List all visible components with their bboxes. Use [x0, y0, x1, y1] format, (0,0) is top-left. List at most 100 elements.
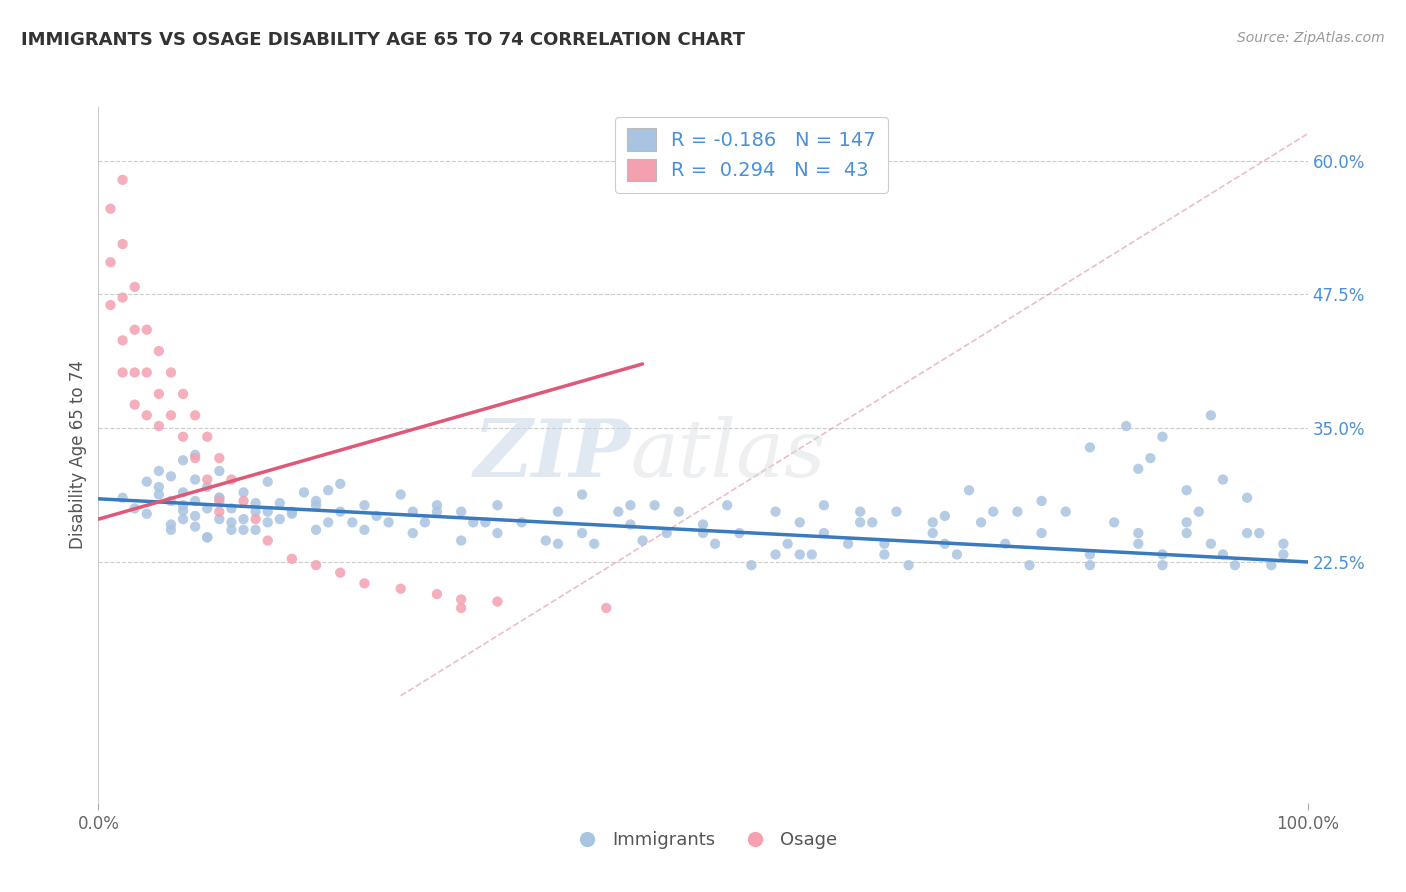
Point	[172, 485, 194, 500]
Point	[1139, 451, 1161, 466]
Point	[1188, 505, 1211, 519]
Point	[607, 505, 630, 519]
Point	[195, 501, 218, 516]
Point	[111, 491, 134, 505]
Point	[172, 498, 194, 512]
Point	[232, 494, 254, 508]
Y-axis label: Disability Age 65 to 74: Disability Age 65 to 74	[69, 360, 87, 549]
Point	[849, 516, 872, 530]
Point	[1199, 409, 1222, 423]
Point	[281, 505, 304, 519]
Point	[329, 505, 352, 519]
Point	[184, 448, 207, 462]
Point	[789, 516, 811, 530]
Point	[547, 505, 569, 519]
Point	[148, 344, 170, 359]
Point	[256, 516, 278, 530]
Point	[124, 323, 146, 337]
Point	[486, 594, 509, 608]
Point	[281, 507, 304, 521]
Point	[195, 530, 218, 544]
Point	[221, 473, 243, 487]
Point	[377, 516, 399, 530]
Point	[208, 494, 231, 508]
Point	[728, 526, 751, 541]
Point	[208, 505, 231, 519]
Point	[450, 533, 472, 548]
Point	[195, 473, 218, 487]
Point	[256, 475, 278, 489]
Point	[897, 558, 920, 573]
Point	[1128, 526, 1150, 541]
Point	[1212, 473, 1234, 487]
Point	[208, 491, 231, 505]
Point	[571, 487, 593, 501]
Point	[486, 526, 509, 541]
Point	[813, 526, 835, 541]
Point	[111, 366, 134, 380]
Point	[148, 480, 170, 494]
Point	[1078, 441, 1101, 455]
Point	[232, 485, 254, 500]
Point	[184, 451, 207, 466]
Point	[413, 516, 436, 530]
Point	[221, 523, 243, 537]
Point	[1272, 548, 1295, 562]
Text: atlas: atlas	[630, 417, 825, 493]
Text: Source: ZipAtlas.com: Source: ZipAtlas.com	[1237, 31, 1385, 45]
Point	[1272, 537, 1295, 551]
Point	[389, 487, 412, 501]
Point	[1007, 505, 1029, 519]
Point	[704, 537, 727, 551]
Point	[221, 516, 243, 530]
Point	[256, 533, 278, 548]
Point	[994, 537, 1017, 551]
Point	[1249, 526, 1271, 541]
Point	[245, 523, 267, 537]
Point	[1054, 505, 1077, 519]
Text: ZIP: ZIP	[474, 417, 630, 493]
Point	[402, 526, 425, 541]
Point	[172, 430, 194, 444]
Point	[148, 487, 170, 501]
Point	[534, 533, 557, 548]
Point	[135, 323, 157, 337]
Point	[571, 526, 593, 541]
Point	[957, 483, 980, 498]
Point	[776, 537, 799, 551]
Point	[100, 202, 122, 216]
Point	[450, 592, 472, 607]
Point	[450, 505, 472, 519]
Point	[195, 530, 218, 544]
Point	[111, 237, 134, 252]
Point	[981, 505, 1004, 519]
Point	[644, 498, 666, 512]
Point	[124, 398, 146, 412]
Point	[221, 501, 243, 516]
Point	[135, 475, 157, 489]
Point	[305, 494, 328, 508]
Point	[716, 498, 738, 512]
Point	[402, 505, 425, 519]
Point	[124, 501, 146, 516]
Point	[172, 512, 194, 526]
Point	[934, 537, 956, 551]
Point	[353, 523, 375, 537]
Point	[100, 255, 122, 269]
Point	[450, 601, 472, 615]
Point	[1018, 558, 1040, 573]
Point	[813, 498, 835, 512]
Point	[631, 533, 654, 548]
Point	[329, 476, 352, 491]
Point	[765, 548, 787, 562]
Point	[316, 483, 339, 498]
Point	[970, 516, 993, 530]
Point	[1212, 548, 1234, 562]
Point	[208, 512, 231, 526]
Point	[873, 548, 896, 562]
Point	[305, 558, 328, 573]
Point	[789, 548, 811, 562]
Point	[184, 409, 207, 423]
Point	[692, 517, 714, 532]
Point	[148, 387, 170, 401]
